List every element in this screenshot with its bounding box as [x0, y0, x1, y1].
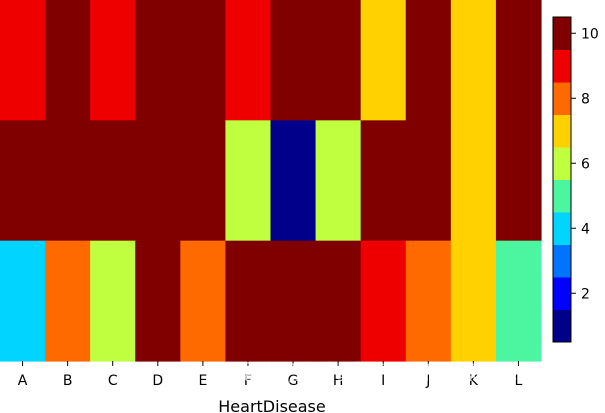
x-tick-label: J — [425, 373, 430, 389]
x-tick-label: H — [333, 373, 344, 389]
colorbar-segment — [553, 17, 571, 50]
heatmap-cell — [45, 120, 91, 242]
x-tick-label: G — [288, 373, 299, 389]
colorbar-segment — [553, 244, 571, 278]
colorbar-tick-label: 6 — [581, 156, 590, 172]
heatmap-cell — [315, 0, 362, 121]
x-tick-label: K — [469, 373, 479, 389]
heatmap-cell — [405, 120, 452, 242]
heatmap-cell — [315, 240, 362, 362]
colorbar-segment — [553, 49, 571, 83]
heatmap-cell — [450, 120, 497, 242]
heatmap-cell — [450, 240, 497, 362]
colorbar-segment — [553, 212, 571, 245]
x-tick-label: E — [198, 373, 207, 389]
watermark-line-2: Campos, Zimek, Sander, Campello, Micenko… — [244, 372, 605, 384]
heatmap-cell — [45, 240, 91, 362]
heatmap-cell — [270, 0, 317, 121]
heatmap-cell — [45, 0, 91, 121]
heatmap-cell — [360, 240, 407, 362]
heatmap-cell — [495, 120, 542, 242]
colorbar-tick-label: 4 — [581, 221, 590, 237]
heatmap-cell — [405, 0, 452, 121]
colorbar-tick-label: 8 — [581, 91, 590, 107]
heatmap-cell — [135, 0, 181, 121]
x-axis-title: HeartDisease — [218, 397, 325, 413]
x-tick-label: C — [108, 373, 118, 389]
heatmap-cell — [0, 240, 46, 362]
heatmap-cell — [495, 0, 542, 121]
colorbar-segment — [553, 179, 571, 213]
heatmap-cell — [90, 120, 136, 242]
heatmap-cell — [405, 240, 452, 362]
heatmap-cell — [180, 120, 227, 242]
colorbar-tick-label: 2 — [581, 286, 590, 302]
colorbar-segment — [553, 82, 571, 115]
heatmap-cell — [360, 120, 407, 242]
heatmap-cell — [135, 120, 181, 242]
heatmap-cell — [495, 240, 542, 362]
colorbar-segment — [553, 277, 571, 310]
watermark-line-1: On the Evaluation of Unsupervised Outlie… — [244, 361, 605, 372]
heatmap-cell — [135, 240, 181, 362]
heatmap-cell — [0, 0, 46, 121]
x-tick-labels: A B C D E F G H I J K L — [18, 361, 523, 389]
x-tick-label: L — [515, 373, 523, 389]
heatmap-cells — [0, 0, 542, 362]
heatmap-cell — [180, 240, 227, 362]
heatmap-cell — [450, 0, 497, 121]
x-tick-label: D — [152, 373, 163, 389]
heatmap-cell — [225, 120, 272, 242]
heatmap-cell — [270, 240, 317, 362]
colorbar-segment — [553, 114, 571, 148]
colorbar-segment — [553, 147, 571, 180]
colorbar-segment — [553, 309, 571, 343]
heatmap-cell — [315, 120, 362, 242]
heatmap-cell — [90, 0, 136, 121]
heatmap-cell — [225, 0, 272, 121]
heatmap-cell — [90, 240, 136, 362]
heatmap-cell — [180, 0, 227, 121]
x-tick-label: A — [18, 373, 28, 389]
x-tick-label: F — [244, 373, 252, 389]
heatmap-cell — [225, 240, 272, 362]
colorbar-tick-label: 10 — [581, 26, 599, 42]
colorbar-ticks: 2 4 6 8 10 — [571, 26, 599, 302]
colorbar — [552, 16, 572, 343]
heatmap-cell — [0, 120, 46, 242]
colorbar-frame — [552, 16, 572, 343]
x-tick-label: B — [63, 373, 73, 389]
x-tick-label: I — [381, 373, 385, 389]
heatmap-cell — [360, 0, 407, 121]
heatmap-cell — [270, 120, 317, 242]
